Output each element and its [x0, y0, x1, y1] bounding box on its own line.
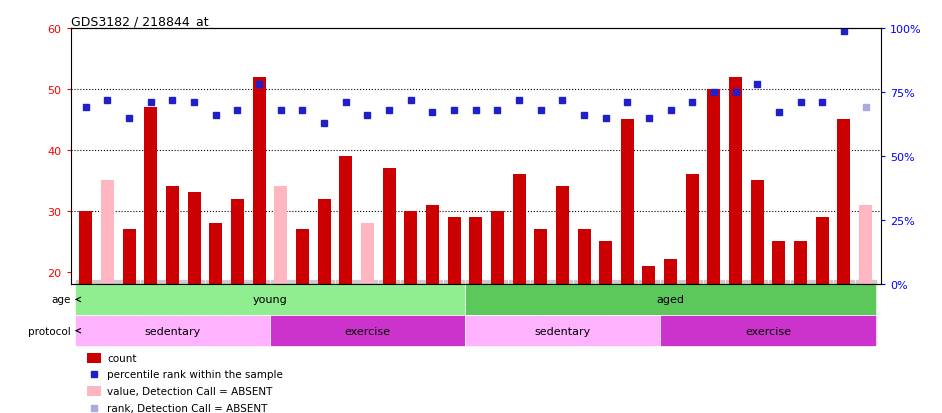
Bar — [664, 260, 677, 284]
Bar — [577, 230, 591, 284]
Bar — [772, 242, 786, 284]
Bar — [296, 230, 309, 284]
Bar — [465, 315, 659, 347]
Bar — [859, 205, 872, 284]
Bar — [87, 353, 102, 363]
Bar — [465, 284, 876, 315]
Bar — [707, 90, 721, 284]
Bar — [79, 211, 92, 284]
Bar — [659, 315, 876, 347]
Bar — [187, 193, 201, 284]
Bar — [339, 157, 352, 284]
Bar — [469, 217, 482, 284]
Bar — [270, 315, 465, 347]
Text: value, Detection Call = ABSENT: value, Detection Call = ABSENT — [107, 387, 272, 396]
Text: protocol: protocol — [28, 326, 71, 336]
Bar — [491, 211, 504, 284]
Bar — [599, 242, 612, 284]
Bar — [816, 217, 829, 284]
Bar — [534, 230, 547, 284]
Text: aged: aged — [657, 295, 685, 305]
Text: percentile rank within the sample: percentile rank within the sample — [107, 370, 283, 380]
Text: count: count — [107, 353, 137, 363]
Text: GDS3182 / 218844_at: GDS3182 / 218844_at — [71, 15, 208, 28]
Bar — [404, 211, 417, 284]
Bar — [144, 108, 157, 284]
Bar — [231, 199, 244, 284]
Bar — [556, 187, 569, 284]
Bar — [447, 217, 461, 284]
Bar — [751, 181, 764, 284]
Bar — [252, 78, 266, 284]
Bar — [642, 266, 656, 284]
Text: sedentary: sedentary — [144, 326, 201, 336]
Bar — [512, 175, 526, 284]
Bar — [794, 242, 807, 284]
Bar — [426, 205, 439, 284]
Bar — [837, 120, 851, 284]
Bar — [686, 175, 699, 284]
Bar — [361, 223, 374, 284]
Bar — [209, 223, 222, 284]
Text: sedentary: sedentary — [534, 326, 591, 336]
Bar — [75, 284, 465, 315]
Bar — [122, 230, 136, 284]
Bar — [101, 181, 114, 284]
Text: rank, Detection Call = ABSENT: rank, Detection Call = ABSENT — [107, 403, 268, 413]
Bar — [87, 387, 102, 396]
Text: exercise: exercise — [345, 326, 390, 336]
Bar — [382, 169, 396, 284]
Text: exercise: exercise — [745, 326, 791, 336]
Bar — [75, 315, 270, 347]
Bar — [729, 78, 742, 284]
Bar — [166, 187, 179, 284]
Text: young: young — [252, 295, 287, 305]
Bar — [317, 199, 331, 284]
Bar — [621, 120, 634, 284]
Bar — [274, 187, 287, 284]
Text: age: age — [52, 295, 71, 305]
